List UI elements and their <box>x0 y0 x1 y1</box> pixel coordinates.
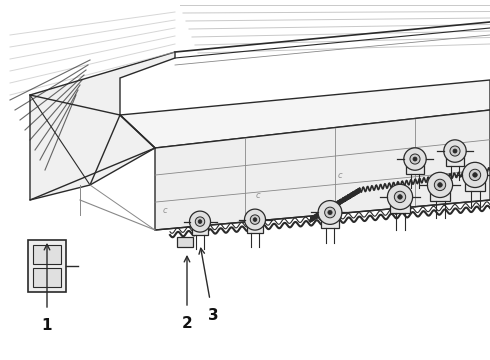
Polygon shape <box>120 80 490 148</box>
Circle shape <box>453 149 457 153</box>
Circle shape <box>245 209 266 230</box>
Bar <box>33 268 61 287</box>
Text: c: c <box>256 190 260 199</box>
Bar <box>390 201 410 213</box>
Circle shape <box>473 173 477 177</box>
Bar <box>446 154 464 166</box>
Circle shape <box>190 211 211 232</box>
Circle shape <box>250 215 260 224</box>
Circle shape <box>450 146 460 156</box>
Text: c: c <box>58 256 62 265</box>
Circle shape <box>388 184 413 210</box>
Text: 2: 2 <box>182 315 193 330</box>
Bar <box>320 216 340 228</box>
Text: 3: 3 <box>208 307 219 323</box>
Circle shape <box>427 172 453 198</box>
Text: c: c <box>338 171 343 180</box>
Bar <box>406 162 424 174</box>
Bar <box>28 240 66 292</box>
Circle shape <box>404 148 426 170</box>
Circle shape <box>318 201 342 224</box>
Bar <box>177 237 193 247</box>
Circle shape <box>434 179 446 190</box>
Circle shape <box>198 220 202 224</box>
Circle shape <box>253 218 257 221</box>
Polygon shape <box>155 110 490 230</box>
Bar <box>33 245 61 264</box>
Circle shape <box>463 162 488 188</box>
Circle shape <box>413 157 417 161</box>
Circle shape <box>328 210 332 215</box>
Bar <box>430 189 450 201</box>
Polygon shape <box>30 52 175 200</box>
Circle shape <box>444 140 466 162</box>
Text: c: c <box>163 206 167 215</box>
Circle shape <box>394 191 406 203</box>
Circle shape <box>398 195 402 199</box>
Circle shape <box>438 183 442 187</box>
Circle shape <box>469 169 481 181</box>
Bar <box>465 179 485 191</box>
Bar <box>192 225 208 235</box>
Circle shape <box>325 207 335 218</box>
Text: 1: 1 <box>42 318 52 333</box>
Circle shape <box>196 217 205 226</box>
Circle shape <box>410 154 420 164</box>
Bar <box>247 223 263 233</box>
